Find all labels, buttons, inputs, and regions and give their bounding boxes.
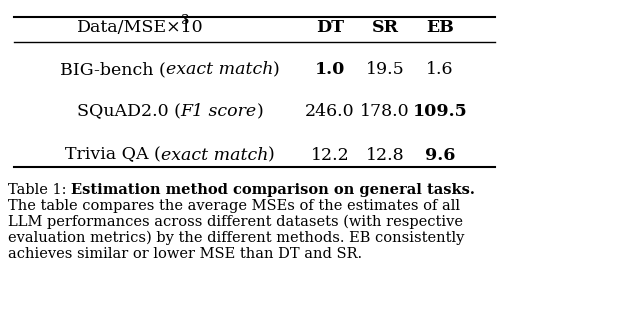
Text: 1.6: 1.6	[426, 61, 454, 79]
Text: achieves similar or lower MSE than DT and SR.: achieves similar or lower MSE than DT an…	[8, 247, 362, 261]
Text: Table 1:: Table 1:	[8, 183, 71, 197]
Text: exact match: exact match	[166, 61, 273, 79]
Text: DT: DT	[316, 19, 344, 35]
Text: 9.6: 9.6	[425, 147, 455, 163]
Text: The table compares the average MSEs of the estimates of all: The table compares the average MSEs of t…	[8, 199, 460, 213]
Text: 1.0: 1.0	[315, 61, 345, 79]
Text: 19.5: 19.5	[365, 61, 404, 79]
Text: Trivia QA (: Trivia QA (	[65, 147, 161, 163]
Text: LLM performances across different datasets (with respective: LLM performances across different datase…	[8, 215, 463, 229]
Text: F1 score: F1 score	[180, 103, 257, 121]
Text: SR: SR	[371, 19, 399, 35]
Text: SQuAD2.0 (: SQuAD2.0 (	[77, 103, 180, 121]
Text: evaluation metrics) by the different methods. EB consistently: evaluation metrics) by the different met…	[8, 231, 465, 245]
Text: ): )	[268, 147, 275, 163]
Text: 12.2: 12.2	[310, 147, 349, 163]
Text: 109.5: 109.5	[413, 103, 467, 121]
Text: exact match: exact match	[161, 147, 268, 163]
Text: 3: 3	[180, 14, 189, 27]
Text: EB: EB	[426, 19, 454, 35]
Text: BIG-bench (: BIG-bench (	[60, 61, 166, 79]
Text: Data/MSE×10: Data/MSE×10	[77, 19, 204, 35]
Text: 12.8: 12.8	[365, 147, 404, 163]
Text: ): )	[257, 103, 264, 121]
Text: ): )	[273, 61, 280, 79]
Text: Estimation method comparison on general tasks.: Estimation method comparison on general …	[71, 183, 475, 197]
Text: 178.0: 178.0	[360, 103, 410, 121]
Text: 246.0: 246.0	[305, 103, 355, 121]
